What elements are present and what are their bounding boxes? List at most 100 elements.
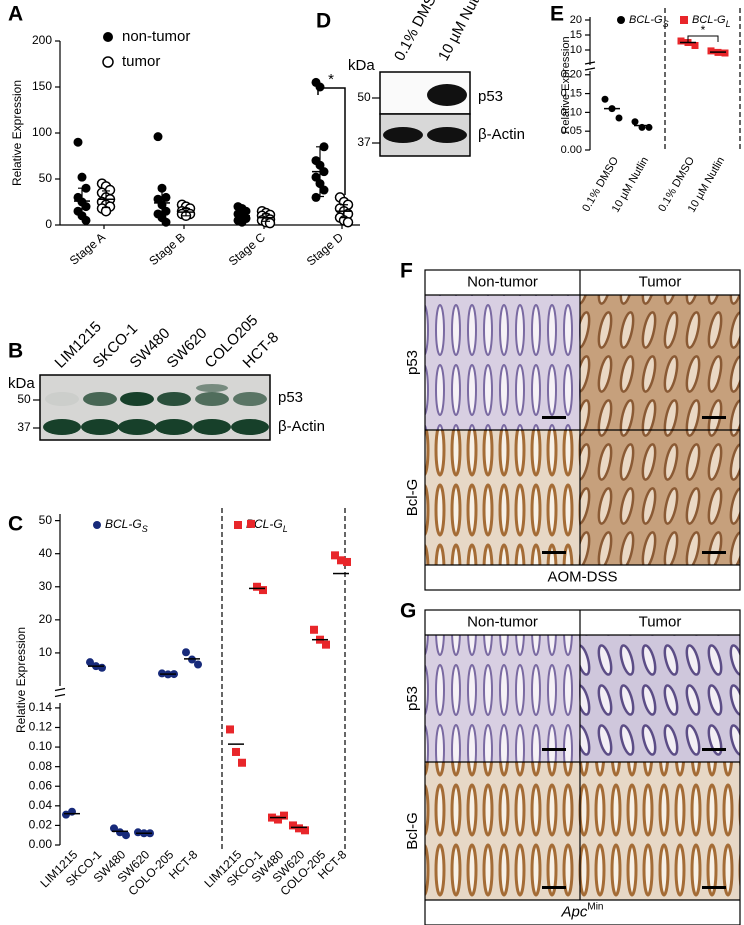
row-label: Bcl-G — [404, 812, 421, 850]
point — [122, 831, 130, 840]
micrograph — [580, 430, 740, 565]
point — [237, 217, 247, 227]
band-label: β-Actin — [478, 126, 525, 143]
mw-marker: 50 — [357, 90, 371, 104]
point — [264, 217, 276, 229]
point — [337, 556, 345, 565]
y-tick-label: 0.10 — [561, 106, 582, 118]
model-name: Apc — [561, 903, 588, 920]
axis-break — [54, 687, 66, 692]
scale-bar — [542, 748, 566, 751]
point — [98, 663, 106, 672]
band — [157, 392, 191, 406]
point — [315, 82, 325, 92]
band — [43, 419, 81, 435]
band — [231, 419, 269, 435]
point — [631, 118, 639, 126]
error-bar — [340, 204, 348, 219]
model-name: AOM-DSS — [547, 568, 617, 585]
micrograph — [580, 762, 740, 900]
point — [721, 49, 729, 57]
y-tick-label: 10 — [570, 44, 582, 56]
row-label: p53 — [404, 686, 421, 711]
axis-break — [584, 67, 596, 71]
point — [311, 172, 321, 182]
y-tick-label: 50 — [39, 171, 53, 185]
point — [86, 658, 94, 667]
band-label: p53 — [278, 389, 303, 406]
point — [62, 810, 70, 819]
row-label: p53 — [404, 350, 421, 375]
point — [311, 192, 321, 202]
mw-unit: kDa — [348, 57, 375, 74]
point — [182, 648, 190, 657]
point — [322, 640, 330, 649]
lane-label: 10 µM Nutlin — [435, 0, 490, 64]
y-tick-label: 100 — [32, 125, 52, 139]
point — [677, 37, 685, 45]
point — [274, 815, 282, 824]
column-header: Tumor — [639, 273, 682, 290]
point — [194, 660, 202, 669]
point — [68, 807, 76, 816]
legend-subscript: S — [663, 19, 669, 29]
column-header: Non-tumor — [467, 613, 538, 630]
point — [232, 747, 240, 756]
model-label: AOM-DSS — [547, 568, 617, 585]
point — [247, 519, 255, 528]
point — [310, 625, 318, 634]
band — [195, 392, 229, 406]
panel-label: G — [400, 600, 416, 623]
panel-label: F — [400, 260, 413, 283]
micrograph — [425, 295, 580, 430]
legend-label: BCL-GL — [246, 517, 288, 534]
scale-bar — [702, 416, 726, 419]
x-tick-label: Stage A — [67, 230, 108, 268]
legend-label: tumor — [122, 53, 160, 70]
legend-marker — [102, 56, 114, 68]
y-tick-label: 0.14 — [29, 700, 53, 714]
point — [73, 137, 83, 147]
model-label: ApcMin — [561, 902, 604, 921]
annotation: * — [328, 71, 334, 88]
column-header: Tumor — [639, 613, 682, 630]
y-tick-label: 40 — [39, 546, 53, 560]
y-tick-label: 0.04 — [29, 798, 53, 812]
legend-label: BCL-GS — [629, 14, 669, 29]
point — [280, 811, 288, 820]
scale-bar — [702, 748, 726, 751]
panel-label: C — [8, 513, 23, 536]
y-tick-label: 0.02 — [29, 818, 53, 832]
error-bar — [182, 207, 190, 217]
y-tick-label: 15 — [570, 29, 582, 41]
legend-subscript: L — [726, 19, 731, 29]
panel-label: A — [8, 3, 23, 26]
point — [161, 206, 171, 216]
point — [153, 132, 163, 142]
legend-name: BCL-G — [246, 517, 283, 531]
point — [238, 758, 246, 767]
y-tick-label: 0.06 — [29, 778, 53, 792]
scale-bar — [542, 886, 566, 889]
point — [707, 47, 715, 55]
error-bar — [262, 213, 270, 222]
axis-break — [54, 693, 66, 698]
legend-marker — [617, 16, 625, 24]
band — [45, 392, 79, 406]
legend-label: BCL-GS — [105, 517, 148, 534]
panel-label: D — [316, 10, 331, 33]
significance-bracket — [317, 87, 346, 195]
y-tick-label: 0.00 — [29, 837, 53, 851]
y-tick-label: 30 — [39, 579, 53, 593]
legend-marker — [680, 16, 688, 24]
legend-marker — [93, 521, 101, 529]
scale-bar — [702, 886, 726, 889]
point — [289, 821, 297, 830]
point — [161, 192, 171, 202]
y-tick-label: 20 — [39, 612, 53, 626]
mw-marker: 50 — [17, 392, 31, 406]
band — [193, 419, 231, 435]
mw-marker: 37 — [17, 420, 31, 434]
point — [110, 824, 118, 833]
